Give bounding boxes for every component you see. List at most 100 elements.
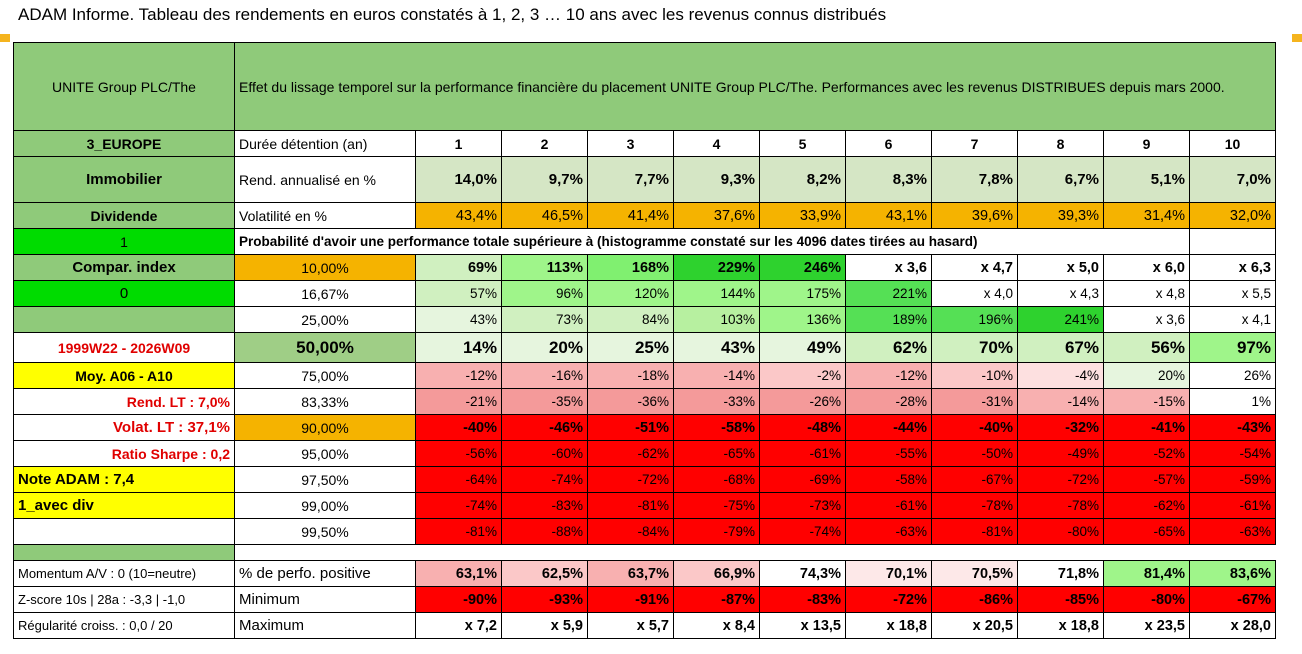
year-header: 10 (1189, 130, 1276, 157)
quantile-value: 136% (759, 306, 846, 333)
quantile-value: -78% (931, 492, 1018, 519)
fund-name-cell: UNITE Group PLC/The (13, 42, 235, 131)
quantile-label: 75,00% (234, 362, 416, 389)
minimum-cell: -93% (501, 586, 588, 613)
quantile-label: 83,33% (234, 388, 416, 415)
quantile-label: 50,00% (234, 332, 416, 363)
quantile-value: -40% (931, 414, 1018, 441)
gold-marker-left (0, 34, 10, 42)
quantile-value: -52% (1103, 440, 1190, 467)
maximum-cell: x 5,7 (587, 612, 674, 639)
pct-pos-cell: 63,1% (415, 560, 502, 587)
minimum-cell: -72% (845, 586, 932, 613)
quantile-value: -28% (845, 388, 932, 415)
quantile-value: -64% (415, 466, 502, 493)
maximum-cell: x 20,5 (931, 612, 1018, 639)
vol-cell: 43,4% (415, 202, 502, 229)
minimum-cell: -90% (415, 586, 502, 613)
pct-pos-cell: 70,1% (845, 560, 932, 587)
pct-pos-cell: 81,4% (1103, 560, 1190, 587)
proba-label: Probabilité d'avoir une performance tota… (234, 228, 1190, 255)
quantile-value: x 4,3 (1017, 280, 1104, 307)
quantile-value: -16% (501, 362, 588, 389)
quantile-value: -68% (673, 466, 760, 493)
year-header: 8 (1017, 130, 1104, 157)
quantile-value: -12% (845, 362, 932, 389)
quantile-value: -14% (1017, 388, 1104, 415)
year-header: 5 (759, 130, 846, 157)
quantile-value: -41% (1103, 414, 1190, 441)
quantile-value: 103% (673, 306, 760, 333)
quantile-value: -58% (845, 466, 932, 493)
quantile-value: -88% (501, 518, 588, 545)
quantile-value: -54% (1189, 440, 1276, 467)
quantile-value: -51% (587, 414, 674, 441)
quantile-value: 43% (415, 306, 502, 333)
vol-cell: 41,4% (587, 202, 674, 229)
rend-cell: 5,1% (1103, 156, 1190, 203)
vol-label: Volatilité en % (234, 202, 416, 229)
quantile-value: 70% (931, 332, 1018, 363)
quantile-value: -58% (673, 414, 760, 441)
quantile-value: 144% (673, 280, 760, 307)
quantile-value: x 6,0 (1103, 254, 1190, 281)
duree-label: Durée détention (an) (234, 130, 416, 157)
quantile-value: -43% (1189, 414, 1276, 441)
year-header: 9 (1103, 130, 1190, 157)
pct-pos-cell: 71,8% (1017, 560, 1104, 587)
left-volat-lt: Volat. LT : 37,1% (13, 414, 235, 441)
quantile-value: -32% (1017, 414, 1104, 441)
maximum-cell: x 18,8 (845, 612, 932, 639)
quantile-value: x 4,0 (931, 280, 1018, 307)
vol-cell: 33,9% (759, 202, 846, 229)
quantile-value: -67% (931, 466, 1018, 493)
maximum-label: Maximum (234, 612, 416, 639)
minimum-cell: -86% (931, 586, 1018, 613)
quantile-value: 56% (1103, 332, 1190, 363)
quantile-value: 69% (415, 254, 502, 281)
quantile-value: -63% (1189, 518, 1276, 545)
minimum-cell: -80% (1103, 586, 1190, 613)
sector-cell: Immobilier (13, 156, 235, 203)
quantile-value: -65% (1103, 518, 1190, 545)
quantile-value: -33% (673, 388, 760, 415)
gold-marker-right (1292, 34, 1302, 42)
quantile-value: 57% (415, 280, 502, 307)
quantile-value: -62% (1103, 492, 1190, 519)
quantile-value: 14% (415, 332, 502, 363)
quantile-value: -40% (415, 414, 502, 441)
spacer-left (13, 544, 235, 561)
quantile-value: 96% (501, 280, 588, 307)
page-title: ADAM Informe. Tableau des rendements en … (18, 5, 887, 24)
quantile-value: -62% (587, 440, 674, 467)
left-momentum: Momentum A/V : 0 (10=neutre) (13, 560, 235, 587)
quantile-value: 229% (673, 254, 760, 281)
vol-cell: 37,6% (673, 202, 760, 229)
quantile-label: 10,00% (234, 254, 416, 281)
quantile-value: -61% (1189, 492, 1276, 519)
one-cell: 1 (13, 228, 235, 255)
quantile-value: 189% (845, 306, 932, 333)
left-zscore: Z-score 10s | 28a : -3,3 | -1,0 (13, 586, 235, 613)
quantile-value: -78% (1017, 492, 1104, 519)
pct-pos-cell: 63,7% (587, 560, 674, 587)
quantile-value: -74% (415, 492, 502, 519)
quantile-value: -18% (587, 362, 674, 389)
maximum-cell: x 7,2 (415, 612, 502, 639)
rend-label: Rend. annualisé en % (234, 156, 416, 203)
rend-cell: 9,3% (673, 156, 760, 203)
rend-cell: 9,7% (501, 156, 588, 203)
pct-pos-label: % de perfo. positive (234, 560, 416, 587)
quantile-value: 113% (501, 254, 588, 281)
quantile-value: -21% (415, 388, 502, 415)
left-rend-lt: Rend. LT : 7,0% (13, 388, 235, 415)
vol-cell: 43,1% (845, 202, 932, 229)
quantile-value: 20% (501, 332, 588, 363)
quantile-value: 84% (587, 306, 674, 333)
quantile-value: -14% (673, 362, 760, 389)
quantile-value: x 4,7 (931, 254, 1018, 281)
quantile-value: -61% (759, 440, 846, 467)
quantile-value: 175% (759, 280, 846, 307)
quantile-value: x 3,6 (1103, 306, 1190, 333)
vol-cell: 32,0% (1189, 202, 1276, 229)
